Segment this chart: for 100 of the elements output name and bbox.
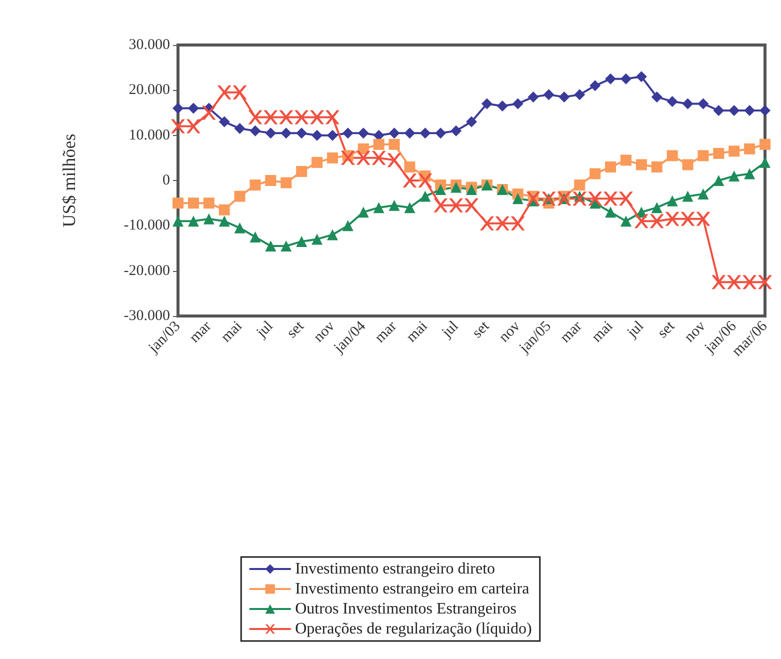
point [265, 128, 276, 139]
point [698, 188, 709, 200]
y-tick-label: 10.000 [128, 127, 170, 144]
point [728, 104, 740, 116]
point [203, 213, 214, 224]
point [620, 73, 632, 84]
legend-label: Investimento estrangeiro em carteira [295, 580, 530, 598]
point [634, 214, 648, 228]
x-tick-label: nov [496, 318, 524, 346]
point [250, 231, 261, 242]
point [682, 98, 694, 110]
point [356, 150, 370, 165]
point [234, 190, 246, 202]
x-tick-label: mai [404, 318, 431, 346]
legend-label: Outros Investimentos Estrangeiros [295, 600, 516, 618]
point [265, 240, 276, 252]
point [373, 138, 384, 150]
x-tick-label: mar [186, 318, 215, 346]
point [698, 98, 709, 110]
point [340, 150, 355, 165]
point [744, 143, 756, 154]
point [588, 192, 602, 206]
x-tick-label: set [470, 318, 494, 342]
point [434, 198, 448, 212]
point [326, 130, 338, 141]
point [744, 168, 756, 180]
point [651, 91, 662, 102]
point [250, 125, 261, 136]
point [651, 161, 662, 172]
point [466, 116, 477, 128]
point [590, 168, 601, 180]
point [388, 200, 400, 211]
point [325, 110, 340, 124]
point [296, 128, 308, 139]
y-tick-label: 30.000 [128, 37, 170, 53]
point [665, 212, 680, 226]
x-tick-label: mai [588, 318, 616, 346]
point [696, 212, 710, 226]
point [218, 216, 230, 227]
point [172, 216, 184, 227]
point [528, 91, 539, 102]
point [572, 192, 587, 206]
x-tick-label: jul [438, 318, 462, 342]
point [636, 159, 647, 170]
x-tick-label: set [654, 318, 679, 342]
x-tick-label: mai [218, 318, 246, 346]
y-tick-label: 20.000 [128, 82, 170, 98]
point [171, 119, 185, 134]
point [342, 128, 354, 139]
point [604, 192, 618, 206]
point [310, 110, 324, 124]
point [232, 85, 247, 100]
point [680, 212, 695, 226]
point [543, 89, 554, 100]
point [358, 128, 369, 139]
point [666, 195, 678, 206]
point [605, 161, 616, 172]
point [760, 156, 770, 168]
legend-label: Investimento estrangeiro direto [295, 560, 496, 578]
point [188, 216, 199, 227]
point [388, 138, 400, 150]
point [605, 206, 616, 218]
y-tick-label: -20.000 [124, 262, 170, 279]
point [512, 98, 524, 110]
point [480, 216, 494, 230]
x-tick-label: nov [682, 318, 710, 346]
point [728, 170, 740, 182]
point [760, 138, 770, 150]
point [466, 184, 477, 196]
point [294, 110, 309, 124]
point [435, 128, 446, 139]
point [217, 85, 232, 100]
point [420, 190, 431, 202]
point [265, 175, 276, 186]
point [279, 110, 294, 124]
point [481, 98, 492, 110]
point [404, 128, 416, 139]
y-tick-label: -30.000 [124, 308, 170, 324]
point [666, 150, 678, 162]
point [402, 174, 417, 188]
point [464, 198, 478, 212]
point [202, 106, 216, 120]
point [373, 202, 384, 214]
point [449, 198, 464, 212]
point [404, 202, 416, 214]
point [605, 73, 616, 84]
point [203, 198, 214, 209]
point [418, 174, 432, 188]
point [435, 184, 446, 196]
point [558, 91, 570, 102]
x-tick-label: jul [624, 318, 648, 342]
y-tick-label: -10.000 [124, 218, 170, 234]
point [234, 222, 246, 234]
point [372, 150, 386, 165]
point [620, 154, 632, 166]
point [512, 193, 524, 204]
x-tick-label: set [284, 318, 308, 342]
point [744, 104, 756, 116]
point [188, 102, 199, 114]
point [495, 216, 510, 230]
